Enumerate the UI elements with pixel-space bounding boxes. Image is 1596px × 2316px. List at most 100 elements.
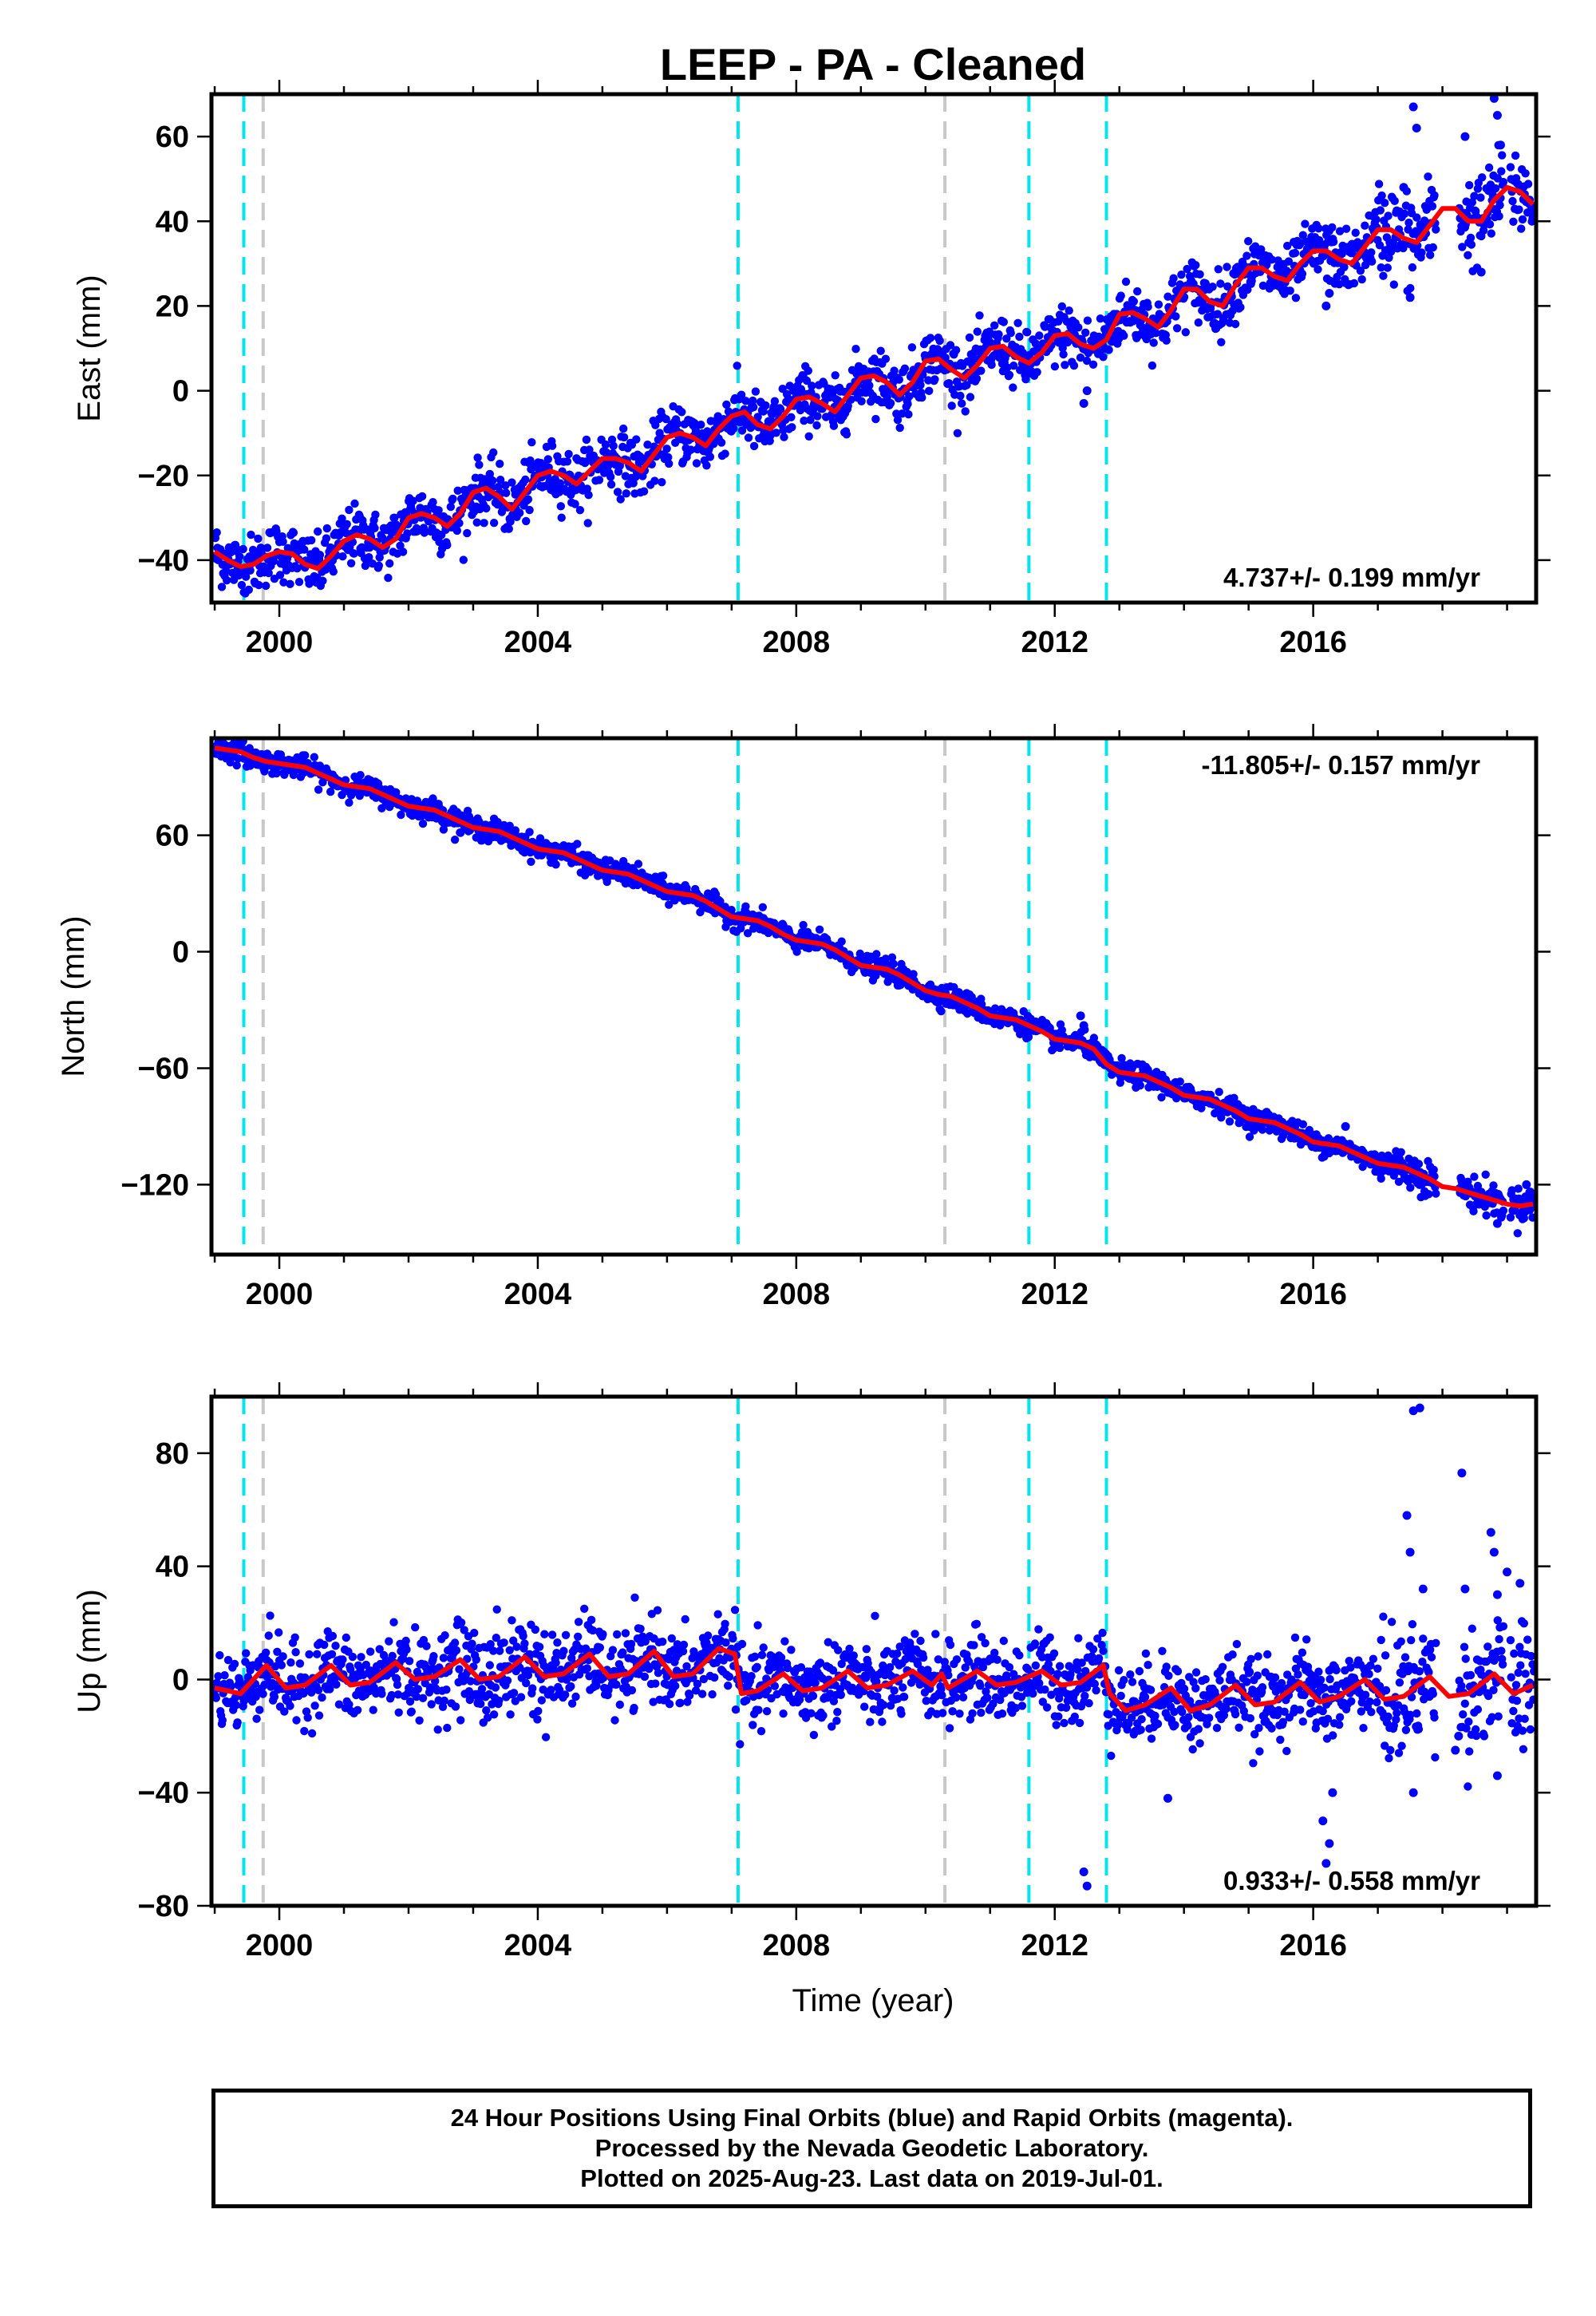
obs-point [1478, 173, 1487, 182]
obs-point [1432, 225, 1440, 234]
obs-point [456, 1716, 465, 1725]
obs-point [525, 505, 534, 515]
obs-point [492, 1605, 501, 1614]
obs-point [1006, 329, 1015, 338]
obs-point [1420, 216, 1429, 225]
obs-point [665, 459, 674, 468]
obs-point [259, 1690, 267, 1698]
obs-point [1082, 356, 1092, 366]
obs-point [342, 1633, 350, 1642]
obs-point [1034, 1625, 1043, 1634]
obs-point [522, 1678, 531, 1688]
obs-point [702, 461, 711, 470]
obs-point [860, 1702, 869, 1711]
obs-point [1497, 167, 1506, 176]
obs-point [264, 568, 273, 578]
obs-point [607, 435, 617, 445]
obs-point [697, 1690, 707, 1698]
obs-point [1069, 361, 1079, 370]
obs-point [749, 1721, 757, 1729]
obs-point [295, 1659, 305, 1668]
obs-point [724, 1682, 733, 1690]
obs-point [475, 460, 484, 469]
obs-point [938, 1690, 946, 1700]
obs-point [1514, 1184, 1523, 1193]
obs-point [1298, 269, 1307, 279]
obs-point [1470, 1172, 1479, 1181]
obs-point [1406, 283, 1415, 293]
obs-point [811, 1678, 820, 1687]
obs-point [977, 1000, 986, 1009]
obs-point [275, 571, 285, 579]
obs-point [890, 1686, 899, 1695]
obs-point [955, 1709, 964, 1718]
obs-point [961, 407, 970, 416]
y-axis-label: North (mm) [56, 915, 91, 1077]
obs-point [813, 412, 822, 421]
outlier-point [1082, 386, 1092, 396]
obs-point [571, 500, 579, 508]
obs-point [1476, 193, 1485, 202]
obs-point [682, 1662, 691, 1671]
outlier-point [1457, 1176, 1467, 1186]
obs-point [977, 1633, 986, 1642]
obs-point [1049, 1649, 1059, 1658]
obs-point [872, 1678, 881, 1686]
obs-point [1367, 248, 1376, 257]
outlier-point [1076, 1011, 1085, 1021]
obs-point [1009, 1670, 1018, 1678]
obs-point [418, 819, 428, 828]
obs-point [348, 1652, 358, 1662]
obs-point [567, 1654, 576, 1662]
obs-point [1154, 300, 1163, 309]
obs-point [837, 1659, 846, 1669]
obs-point [342, 520, 351, 528]
obs-point [1400, 209, 1409, 218]
obs-point [990, 1004, 1000, 1013]
obs-point [1417, 248, 1426, 257]
obs-point [938, 1709, 947, 1717]
obs-point [525, 828, 534, 836]
obs-point [693, 1679, 702, 1689]
outlier-point [1405, 293, 1415, 302]
obs-point [796, 405, 805, 415]
obs-point [1521, 169, 1530, 178]
obs-point [606, 472, 615, 481]
obs-point [1428, 243, 1438, 252]
y-tick-label: 0 [172, 936, 189, 970]
obs-point [1349, 279, 1359, 288]
y-tick-label: −120 [120, 1168, 189, 1202]
obs-point [808, 381, 816, 390]
obs-point [522, 516, 531, 526]
obs-point [1177, 271, 1186, 279]
obs-point [1044, 1660, 1053, 1669]
obs-point [736, 1740, 745, 1749]
obs-point [286, 1701, 294, 1710]
outlier-point [1460, 132, 1470, 141]
obs-point [393, 1690, 403, 1699]
obs-point [505, 821, 514, 831]
obs-point [227, 1682, 235, 1691]
obs-point [665, 1700, 674, 1709]
obs-point [945, 1724, 954, 1733]
obs-point [1088, 360, 1098, 369]
obs-point [472, 1655, 480, 1664]
obs-point [320, 1640, 329, 1650]
obs-point [1469, 1207, 1478, 1215]
obs-point [292, 1716, 301, 1725]
obs-point [725, 1672, 734, 1682]
obs-point [1136, 1081, 1145, 1090]
obs-point [1169, 274, 1178, 283]
obs-point [737, 390, 746, 399]
obs-point [703, 427, 712, 436]
obs-point [318, 1693, 326, 1702]
obs-point [757, 1727, 766, 1736]
obs-point [857, 397, 866, 405]
obs-point [1472, 211, 1481, 221]
obs-point [604, 461, 613, 470]
x-tick-label: 2016 [1279, 626, 1347, 659]
obs-point [489, 1710, 499, 1719]
x-tick-label: 2004 [504, 626, 572, 659]
obs-point [1458, 243, 1467, 251]
obs-point [275, 1628, 283, 1637]
